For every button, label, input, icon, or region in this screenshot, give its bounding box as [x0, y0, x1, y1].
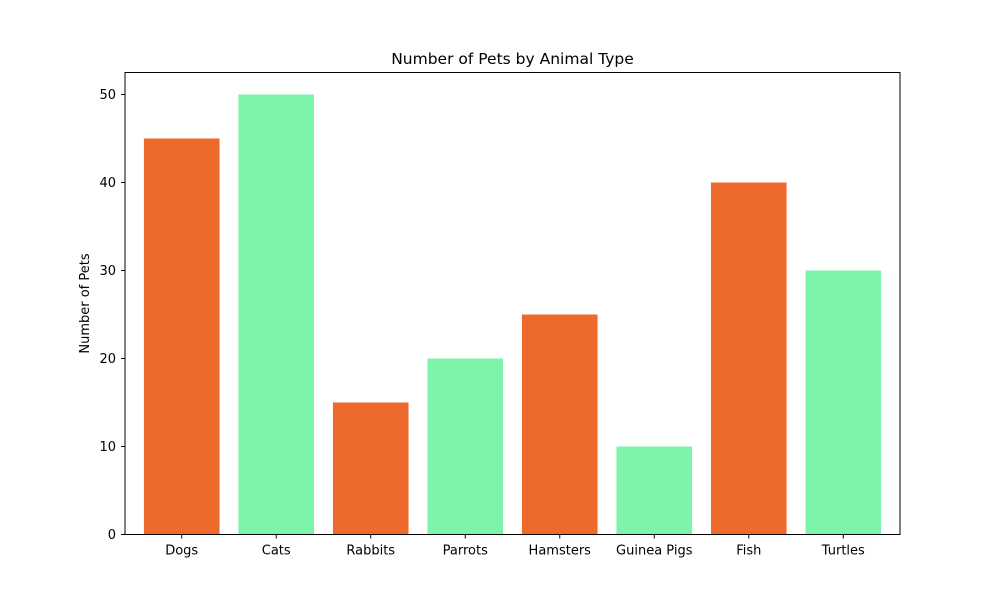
y-tick-label: 50	[99, 88, 116, 103]
x-tick-label: Rabbits	[346, 544, 395, 559]
bar-rabbits	[332, 402, 409, 535]
x-tick-label: Guinea Pigs	[616, 544, 693, 559]
x-tick-label: Turtles	[821, 544, 865, 559]
y-tick-label: 20	[99, 352, 116, 367]
bar-cats	[238, 94, 315, 535]
bar-hamsters	[521, 314, 598, 535]
x-tick-label: Fish	[736, 544, 761, 559]
bars-group	[143, 94, 882, 535]
bar-turtles	[805, 270, 882, 535]
bar-dogs	[143, 138, 220, 535]
y-tick-label: 0	[108, 528, 116, 543]
y-axis-label: Number of Pets	[78, 253, 93, 353]
x-tick-label: Parrots	[443, 544, 488, 559]
y-tick-label: 30	[99, 264, 116, 279]
x-tick-label: Dogs	[165, 544, 198, 559]
x-tick-label: Hamsters	[529, 544, 592, 559]
bar-parrots	[427, 358, 504, 535]
plot-frame	[124, 72, 901, 535]
x-tick-label: Cats	[262, 544, 291, 559]
y-tick-label: 10	[99, 440, 116, 455]
bar-guinea-pigs	[616, 446, 693, 535]
x-axis: Dogs Cats Rabbits Parrots Hamsters Guinea Pig…	[165, 534, 865, 559]
chart-title: Number of Pets by Animal Type	[391, 50, 634, 68]
y-tick-label: 40	[99, 176, 116, 191]
y-axis: 0 10 20 30 40 50	[99, 88, 125, 543]
bar-fish	[710, 182, 787, 535]
